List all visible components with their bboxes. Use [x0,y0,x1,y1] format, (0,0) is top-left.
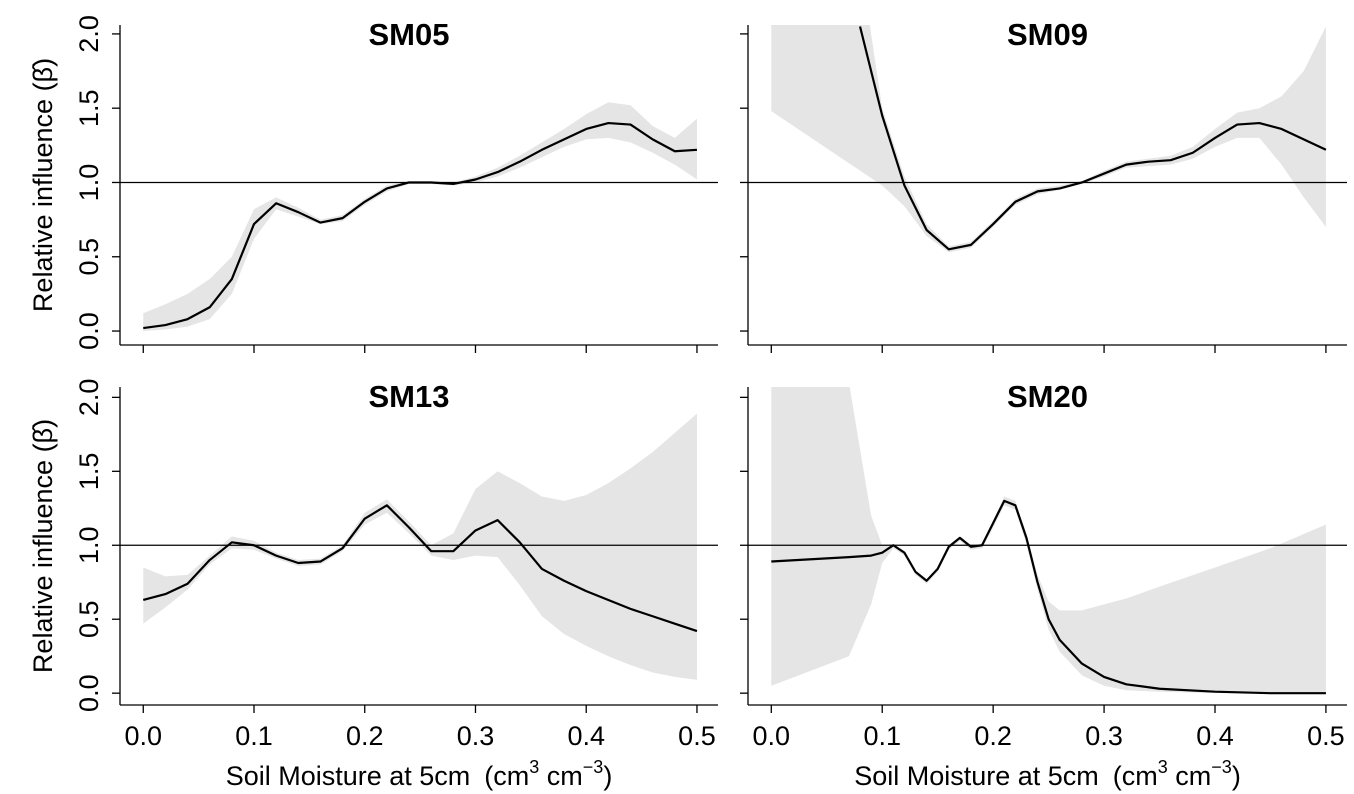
x-tick-label: 0.1 [235,721,273,751]
x-tick-label: 0.4 [567,721,605,751]
y-axis-label: Relative influence (β̂) [28,419,58,673]
x-label-exp: 3 [529,757,539,777]
x-tick-label: 0.5 [1307,721,1345,751]
x-label-text: Soil Moisture at 5cm [854,761,1099,791]
panel [771,25,1327,253]
y-tick-label: 2.0 [74,15,104,53]
x-label-exp: 3 [1158,757,1168,777]
x-tick-label: 0.2 [974,721,1012,751]
panel [142,413,698,680]
panel-title: SM13 [369,379,450,414]
x-label-exp: −3 [583,757,604,777]
y-tick-label: 1.0 [74,526,104,564]
panel-title: SM20 [1007,379,1088,414]
x-label-unit: (cm [484,761,529,791]
x-label-close: ) [603,761,612,791]
x-label-text: Soil Moisture at 5cm [226,761,471,791]
y-axis-label: Relative influence (β̂) [28,58,58,312]
y-tick-label: 0.0 [74,674,104,712]
x-tick-label: 0.5 [678,721,716,751]
confidence-band [143,102,697,332]
x-label-close: ) [1232,761,1241,791]
x-tick-label: 0.3 [1085,721,1123,751]
line [771,499,1326,695]
panel [771,387,1326,695]
y-tick-label: 0.5 [74,600,104,638]
x-label-unit: cm [539,761,583,791]
x-tick-label: 0.4 [1196,721,1234,751]
panel-title: SM05 [369,17,450,52]
y-tick-label: 2.0 [74,379,104,417]
y-tick-label: 1.5 [74,89,104,127]
x-tick-label: 0.1 [863,721,901,751]
panel-title: SM09 [1007,17,1088,52]
x-tick-label: 0.0 [753,721,791,751]
x-axis-label: Soil Moisture at 5cm (cm3 cm−3) [226,757,613,791]
panel [143,102,698,332]
x-label-unit: (cm [1113,761,1158,791]
y-tick-label: 1.0 [74,164,104,202]
x-label-unit: cm [1168,761,1212,791]
x-tick-label: 0.0 [124,721,162,751]
x-tick-label: 0.3 [457,721,495,751]
line [858,26,1327,251]
x-tick-label: 0.2 [346,721,384,751]
y-tick-label: 0.0 [74,312,104,350]
line [142,504,698,633]
confidence-band [771,387,1326,694]
x-label-exp: −3 [1211,757,1232,777]
y-tick-label: 0.5 [74,238,104,276]
x-axis-label: Soil Moisture at 5cm (cm3 cm−3) [854,757,1241,791]
confidence-band [143,413,697,680]
y-tick-label: 1.5 [74,453,104,491]
